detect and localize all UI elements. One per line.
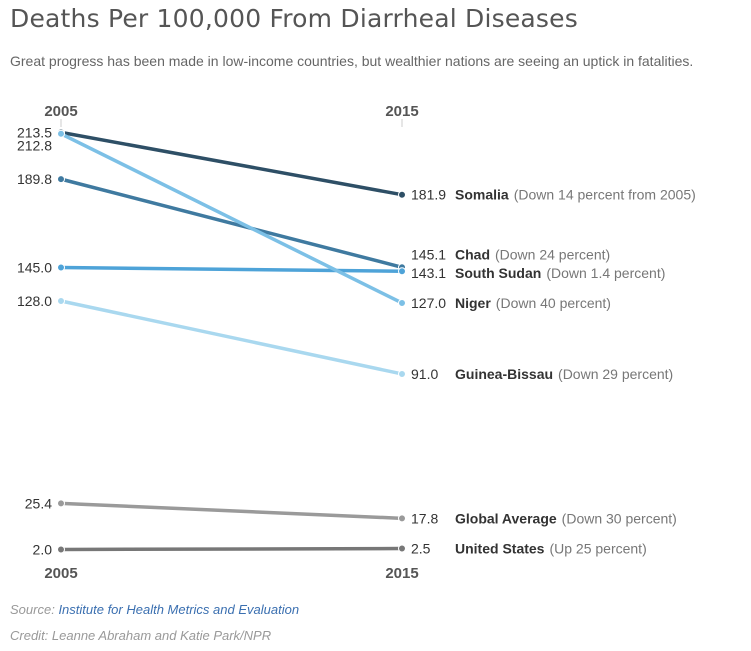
series-note-somalia: (Down 14 percent from 2005): [514, 187, 696, 203]
series-name-niger: Niger: [455, 295, 491, 311]
slope-chart: 2005 2015 2005 2015 213.5 189.8 145.0 212.8 128.…: [17, 103, 696, 582]
value-2015-global-average: 17.8: [411, 510, 438, 526]
series-name-guinea-bissau: Guinea-Bissau: [455, 366, 553, 382]
source-link[interactable]: Institute for Health Metrics and Evaluat…: [58, 602, 300, 617]
value-2005-somalia: 213.5: [17, 124, 52, 140]
value-2005-united-states: 2.0: [33, 542, 53, 558]
year-label-bottom-2015: 2015: [385, 565, 418, 582]
chart-subtitle: Great progress has been made in low-inco…: [10, 53, 694, 69]
series-name-united-states: United States: [455, 541, 545, 557]
value-2015-chad: 145.1: [411, 246, 446, 262]
series-name-somalia: Somalia: [455, 187, 509, 203]
series-line-chad: [59, 177, 404, 270]
point-2005-south-sudan: [57, 263, 65, 272]
point-2015-united-states: [398, 544, 406, 553]
point-2015-niger: [398, 298, 406, 307]
point-2005-niger: [57, 129, 65, 138]
year-label-top-2015: 2015: [385, 103, 418, 120]
series-note-south-sudan: (Down 1.4 percent): [546, 265, 665, 281]
source-line: Source: Institute for Health Metrics and…: [10, 602, 299, 617]
series-note-guinea-bissau: (Down 29 percent): [558, 366, 673, 382]
value-2015-south-sudan: 143.1: [411, 265, 446, 281]
point-2005-chad: [57, 175, 65, 184]
series-name-chad: Chad: [455, 246, 490, 262]
series-line-guinea-bissau: [59, 299, 404, 376]
series-name-global-average: Global Average: [455, 510, 557, 526]
value-2005-niger: 212.8: [17, 137, 52, 153]
series-note-global-average: (Down 30 percent): [562, 510, 677, 526]
year-label-top-2005: 2005: [44, 103, 77, 120]
value-2005-guinea-bissau: 128.0: [17, 293, 52, 309]
value-2005-south-sudan: 145.0: [17, 259, 52, 275]
series-line-global-average: [59, 501, 404, 521]
point-2005-guinea-bissau: [57, 297, 65, 306]
series-line-south-sudan: [59, 265, 404, 273]
value-2015-united-states: 2.5: [411, 541, 431, 557]
value-2005-chad: 189.8: [17, 171, 52, 187]
series-name-south-sudan: South Sudan: [455, 265, 541, 281]
series-line-united-states: [59, 546, 404, 552]
point-2005-united-states: [57, 545, 65, 554]
series-note-niger: (Down 40 percent): [496, 295, 611, 311]
value-2015-somalia: 181.9: [411, 187, 446, 203]
point-2015-guinea-bissau: [398, 369, 406, 378]
source-label: Source:: [10, 602, 55, 617]
value-2015-niger: 127.0: [411, 295, 446, 311]
point-2005-global-average: [57, 499, 65, 508]
chart-title: Deaths Per 100,000 From Diarrheal Diseas…: [10, 4, 578, 33]
series-note-chad: (Down 24 percent): [495, 246, 610, 262]
point-2015-south-sudan: [398, 267, 406, 276]
series-line-somalia: [59, 130, 404, 197]
point-2015-somalia: [398, 190, 406, 199]
series-line-niger: [59, 132, 404, 305]
point-2015-global-average: [398, 514, 406, 523]
value-2005-global-average: 25.4: [25, 495, 52, 511]
year-label-bottom-2005: 2005: [44, 565, 77, 582]
series-note-united-states: (Up 25 percent): [549, 541, 646, 557]
value-2015-guinea-bissau: 91.0: [411, 366, 438, 382]
credit-line: Credit: Leanne Abraham and Katie Park/NP…: [10, 628, 272, 643]
